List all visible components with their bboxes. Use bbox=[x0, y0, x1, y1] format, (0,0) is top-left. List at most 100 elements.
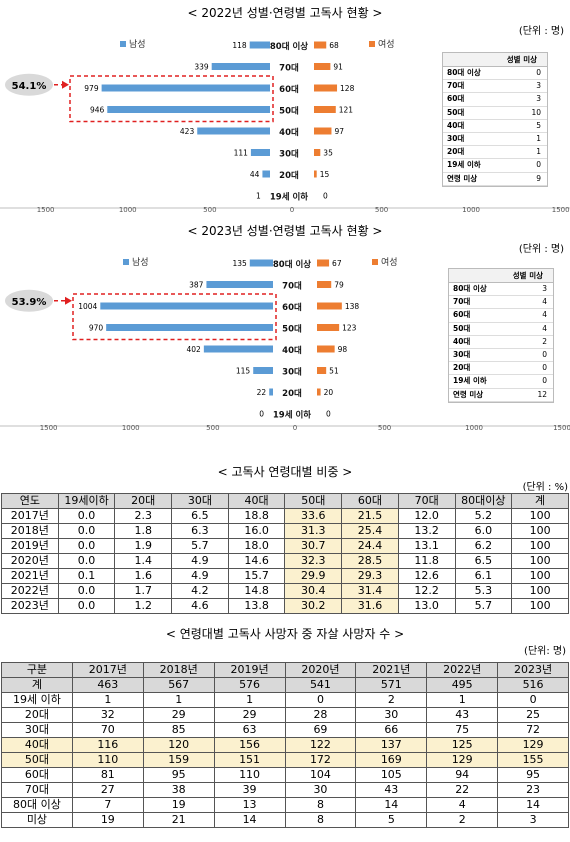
share-arrow-head bbox=[65, 296, 72, 305]
table-cell: 1 bbox=[426, 692, 499, 708]
x-tick-label: 500 bbox=[203, 206, 216, 214]
table-row: 2017년 0.0 2.3 6.5 18.8 33.6 21.5 12.0 5.2 100 bbox=[1, 508, 569, 524]
male-bar bbox=[100, 302, 273, 310]
missing-row-value: 3 bbox=[536, 81, 541, 91]
missing-row-label: 80대 이상 bbox=[447, 68, 481, 77]
table-cell: 43 bbox=[355, 782, 428, 798]
table-cell: 129 bbox=[426, 752, 499, 768]
table-cell: 4.6 bbox=[171, 598, 229, 614]
missing-row-label: 연령 미상 bbox=[447, 173, 478, 183]
missing-gender-table-2023: 성별 미상 80대 이상 3 70대 4 60대 4 50대 4 40대 2 30대 0 20대 0 19세 … bbox=[448, 268, 554, 403]
missing-table-row: 20대 0 bbox=[449, 362, 553, 376]
table-cell: 21 bbox=[142, 812, 215, 828]
age-label: 60대 bbox=[282, 302, 302, 313]
missing-table-row: 80대 이상 0 bbox=[443, 67, 547, 81]
x-tick-label: 0 bbox=[293, 424, 297, 432]
male-bar bbox=[269, 388, 273, 396]
table-cell: 29 bbox=[142, 707, 215, 723]
table-cell: 4.2 bbox=[171, 583, 229, 599]
table-row-label: 2022년 bbox=[1, 583, 59, 599]
missing-row-label: 30대 bbox=[453, 349, 471, 359]
x-tick-label: 500 bbox=[375, 206, 388, 214]
female-bar bbox=[314, 127, 332, 135]
table-row: 80대 이상 7 19 13 8 14 4 14 bbox=[1, 797, 569, 813]
table-header-cell: 구분 bbox=[1, 662, 73, 678]
female-value-label: 67 bbox=[332, 259, 342, 268]
missing-table-row: 연령 미상 9 bbox=[443, 173, 547, 186]
male-value-label: 0 bbox=[259, 410, 264, 419]
table-row-label: 30대 bbox=[1, 722, 73, 738]
female-bar bbox=[317, 302, 342, 310]
female-bar bbox=[314, 63, 331, 70]
table-header-cell: 30대 bbox=[171, 493, 229, 509]
table-cell: 14.6 bbox=[227, 553, 286, 569]
missing-table-row: 80대 이상 3 bbox=[449, 283, 553, 297]
female-bar bbox=[317, 324, 340, 331]
table-header-cell: 19세이하 bbox=[57, 493, 116, 509]
female-value-label: 20 bbox=[324, 388, 334, 397]
table-row: 19세 이하 1 1 1 0 2 1 0 bbox=[1, 692, 569, 708]
table-row: 계 463 567 576 541 571 495 516 bbox=[1, 677, 569, 693]
male-value-label: 387 bbox=[189, 281, 204, 290]
highlight-box bbox=[72, 293, 277, 341]
table-row: 2022년 0.0 1.7 4.2 14.8 30.4 31.4 12.2 5.3 100 bbox=[1, 583, 569, 599]
table-cell: 100 bbox=[511, 523, 569, 539]
table-row-label: 20대 bbox=[1, 707, 73, 723]
missing-table-row: 30대 0 bbox=[449, 349, 553, 363]
table-row-label: 19세 이하 bbox=[1, 692, 73, 708]
share-label: 54.1% bbox=[12, 81, 47, 92]
table-cell: 39 bbox=[213, 782, 286, 798]
table-cell: 463 bbox=[71, 677, 144, 693]
pyramid-chart-2023: 1500 1000 500 0 500 1000 1500 남성 여성 80대 이상 135 67 70… bbox=[0, 256, 570, 432]
missing-row-value: 1 bbox=[536, 133, 541, 143]
missing-row-label: 60대 bbox=[453, 310, 471, 320]
male-value-label: 339 bbox=[194, 63, 209, 72]
legend-male-swatch bbox=[123, 259, 129, 265]
table-cell: 81 bbox=[71, 767, 144, 783]
unit-label-2023: (단위 : 명) bbox=[518, 244, 564, 255]
age-label: 20대 bbox=[279, 170, 299, 181]
male-bar bbox=[106, 324, 273, 331]
share-label: 53.9% bbox=[12, 297, 47, 308]
table-cell: 516 bbox=[497, 677, 569, 693]
table-cell: 4 bbox=[426, 797, 499, 813]
age-label: 40대 bbox=[279, 127, 299, 138]
missing-row-value: 0 bbox=[542, 349, 547, 359]
missing-row-value: 4 bbox=[542, 297, 547, 307]
table-cell: 6.1 bbox=[454, 568, 513, 584]
table-cell: 5.7 bbox=[454, 598, 513, 614]
missing-row-value: 0 bbox=[536, 68, 541, 77]
age-ratio-table: 연도 19세이하 20대 30대 40대 50대 60대 70대 80대이상 계 2017년 0.0… bbox=[1, 493, 569, 614]
female-bar bbox=[317, 259, 330, 267]
missing-row-label: 30대 bbox=[447, 133, 465, 143]
share-ellipse bbox=[5, 289, 53, 312]
table-cell: 19 bbox=[142, 797, 215, 813]
table-cell: 495 bbox=[426, 677, 499, 693]
table-cell: 0.0 bbox=[57, 553, 116, 569]
table-cell: 33.6 bbox=[284, 508, 343, 524]
table-row: 20대 32 29 29 28 30 43 25 bbox=[1, 707, 569, 723]
table-row: 2020년 0.0 1.4 4.9 14.6 32.3 28.5 11.8 6.5 100 bbox=[1, 553, 569, 569]
female-bar bbox=[317, 388, 321, 396]
female-value-label: 91 bbox=[333, 63, 343, 72]
missing-row-value: 1 bbox=[536, 147, 541, 157]
table-cell: 94 bbox=[426, 767, 499, 783]
missing-table-row: 40대 2 bbox=[449, 336, 553, 349]
table-cell: 1.6 bbox=[114, 568, 173, 584]
chart-title-2023: < 2023년 성별·연령별 고독사 현황 > bbox=[187, 224, 383, 238]
table-cell: 1.9 bbox=[114, 538, 173, 554]
missing-row-label: 70대 bbox=[453, 297, 471, 307]
missing-table-row: 70대 3 bbox=[443, 80, 547, 94]
table-cell: 31.4 bbox=[341, 583, 399, 599]
table-cell: 129 bbox=[497, 737, 569, 753]
missing-table-row: 70대 4 bbox=[449, 296, 553, 310]
table-cell: 6.3 bbox=[171, 523, 229, 539]
table-cell: 8 bbox=[284, 797, 357, 813]
table-cell: 1.2 bbox=[114, 598, 173, 614]
x-tick-label: 1500 bbox=[40, 424, 58, 432]
table-row: 60대 81 95 110 104 105 94 95 bbox=[1, 767, 569, 783]
missing-table-header: 성별 미상 bbox=[443, 53, 547, 67]
table-cell: 18.8 bbox=[227, 508, 286, 524]
legend-female-label: 여성 bbox=[378, 38, 395, 50]
